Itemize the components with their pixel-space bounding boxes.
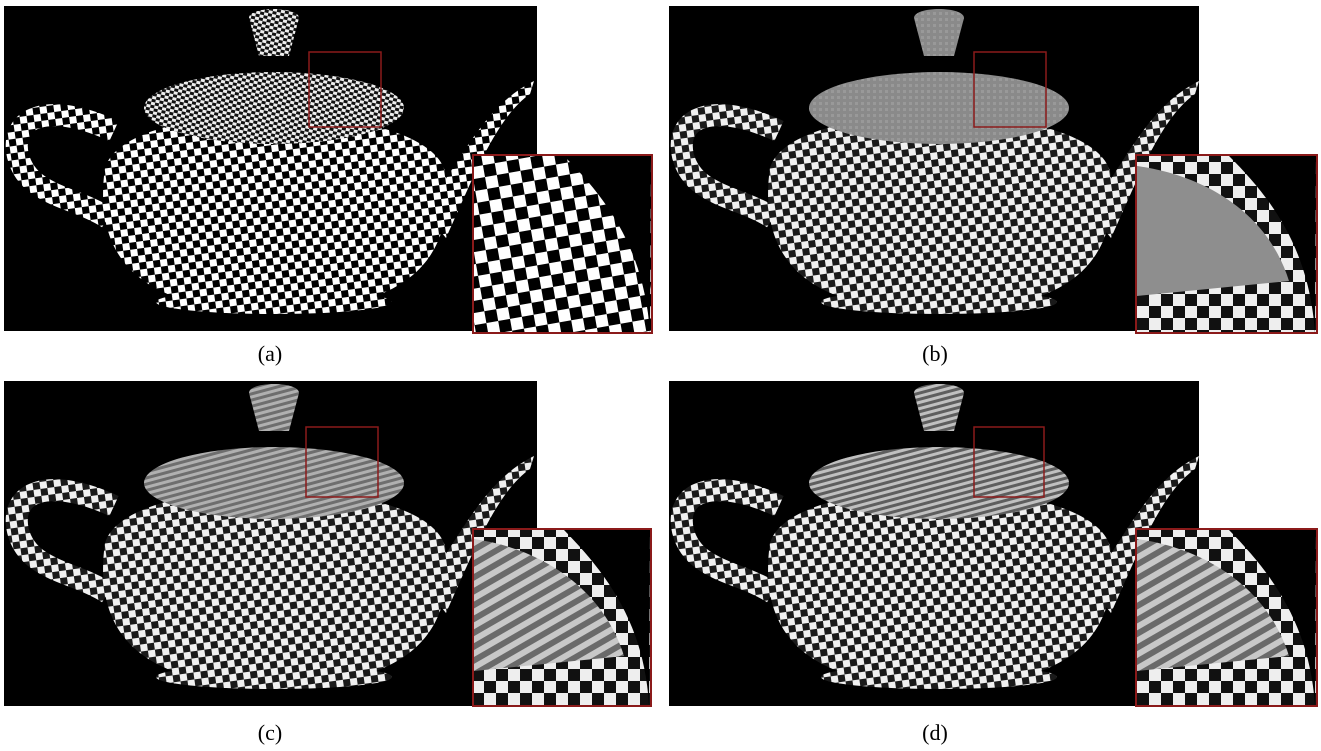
panel-label: (c) xyxy=(258,720,282,745)
panel-label: (a) xyxy=(258,341,282,366)
page: (a) (b) (c) (d) (() => { const data = JS… xyxy=(0,0,1321,751)
panel-label: (d) xyxy=(922,720,948,745)
figure: (a) (b) (c) (d) xyxy=(0,0,1321,751)
panel-c xyxy=(4,381,651,706)
panel-d xyxy=(669,381,1317,706)
panel-b xyxy=(669,6,1317,333)
panel-a xyxy=(4,6,652,333)
panel-label: (b) xyxy=(922,341,948,366)
